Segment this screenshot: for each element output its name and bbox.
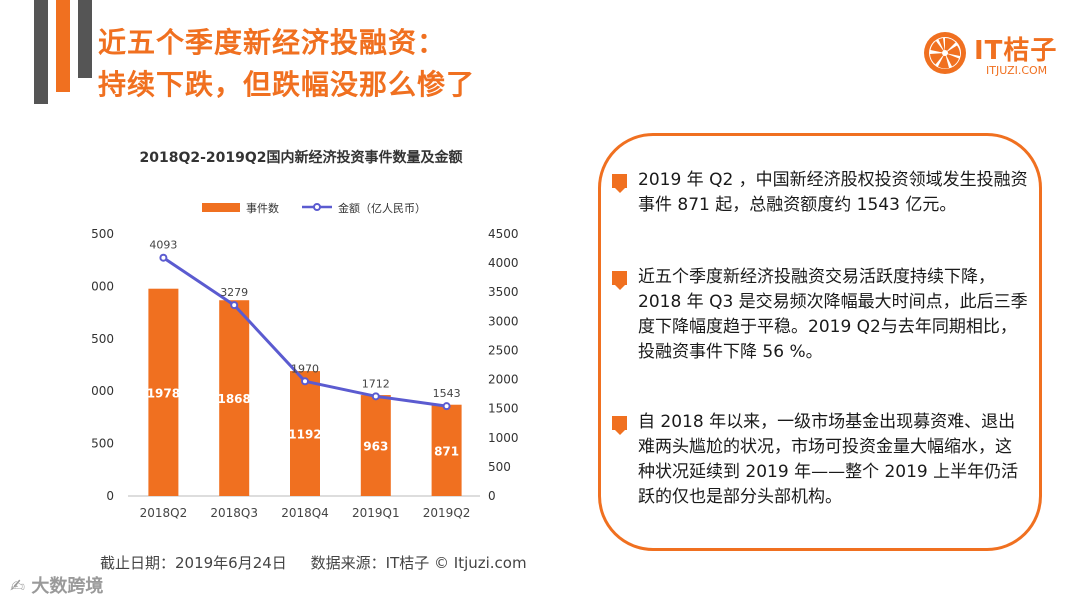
amount-point — [442, 402, 451, 411]
decor-bar-gray-2 — [78, 0, 92, 78]
speech-bubble-icon — [612, 416, 627, 435]
legend-swatch-bars — [202, 203, 240, 212]
y-right-tick-label: 3000 — [488, 314, 519, 328]
y-right-tick-label: 4500 — [488, 227, 519, 241]
logo-url: ITJUZI.COM — [986, 64, 1048, 77]
decor-bar-orange — [56, 0, 70, 92]
bar-event-count — [219, 300, 250, 496]
x-tick-label: 2019Q1 — [352, 506, 400, 520]
decor-bar-gray-1 — [34, 0, 48, 104]
itjuzi-logo: IT桔子 ITJUZI.COM — [922, 30, 1062, 80]
bar-event-count — [148, 288, 179, 496]
summary-panel — [598, 133, 1042, 551]
amount-data-label: 3279 — [220, 286, 248, 299]
amount-data-label: 1712 — [362, 377, 390, 390]
page-title: 近五个季度新经济投融资： 持续下跌，但跌幅没那么惨了 — [98, 22, 475, 106]
bar-event-count — [431, 404, 462, 496]
bar-data-label: 1192 — [288, 428, 321, 442]
amount-point — [230, 301, 239, 310]
speech-bubble-icon — [612, 271, 627, 290]
bar-event-count — [360, 395, 391, 496]
x-tick-label: 2018Q2 — [140, 506, 188, 520]
data-source-note: 截止日期：2019年6月24日 数据来源：IT桔子 © Itjuzi.com — [100, 554, 527, 572]
y-right-tick-label: 1000 — [488, 431, 519, 445]
x-tick-label: 2018Q4 — [281, 506, 329, 520]
y-left-tick-label: 0 — [106, 489, 114, 503]
y-right-tick-label: 2500 — [488, 343, 519, 357]
amount-data-label: 1543 — [433, 387, 461, 400]
legend-marker-line — [313, 203, 321, 211]
bar-data-label: 1868 — [217, 392, 250, 406]
watermark-icon: ✍ — [10, 576, 26, 597]
bar-data-label: 1978 — [147, 386, 180, 400]
summary-point-text: 自 2018 年以来，一级市场基金出现募资难、退出难两头尴尬的状况，市场可投资金… — [638, 412, 1019, 507]
watermark: ✍ 大数跨境 — [10, 572, 103, 598]
speech-bubble-icon — [612, 174, 627, 193]
y-right-tick-label: 2000 — [488, 373, 519, 387]
orange-slice-icon — [924, 32, 966, 74]
bar-data-label: 871 — [434, 444, 459, 458]
summary-point-text: 2019 年 Q2 ，中国新经济股权投资领域发生投融资事件 871 起，总融资额… — [638, 170, 1028, 215]
amount-point — [159, 253, 168, 262]
y-left-tick-label: 1000 — [92, 384, 114, 398]
legend-label-line: 金额（亿人民币） — [338, 201, 426, 215]
y-left-tick-label: 1500 — [92, 332, 114, 346]
y-right-tick-label: 3500 — [488, 285, 519, 299]
y-left-tick-label: 500 — [92, 437, 114, 451]
y-right-tick-label: 1500 — [488, 402, 519, 416]
chart-title: 2018Q2-2019Q2国内新经济投资事件数量及金额 — [139, 149, 462, 166]
y-right-tick-label: 0 — [488, 489, 496, 503]
y-right-tick-label: 4000 — [488, 256, 519, 270]
x-tick-label: 2019Q2 — [423, 506, 471, 520]
amount-data-label: 4093 — [149, 239, 177, 252]
y-left-tick-label: 2500 — [92, 227, 114, 241]
y-left-tick-label: 2000 — [92, 279, 114, 293]
x-tick-label: 2018Q3 — [210, 506, 258, 520]
bar-data-label: 963 — [363, 440, 388, 454]
watermark-text: 大数跨境 — [31, 576, 104, 597]
amount-point — [371, 392, 380, 401]
summary-point-text: 近五个季度新经济投融资交易活跃度持续下降，2018 年 Q3 是交易频次降幅最大… — [638, 267, 1028, 362]
amount-point — [301, 377, 309, 386]
bar-event-count — [290, 371, 320, 496]
amount-data-label: 1970 — [291, 362, 319, 375]
legend-label-bars: 事件数 — [246, 202, 279, 215]
logo-name: IT桔子 — [974, 36, 1058, 66]
y-right-tick-label: 500 — [488, 460, 511, 474]
title-line-2: 持续下跌，但跌幅没那么惨了 — [98, 68, 476, 101]
title-line-1: 近五个季度新经济投融资： — [98, 26, 447, 59]
